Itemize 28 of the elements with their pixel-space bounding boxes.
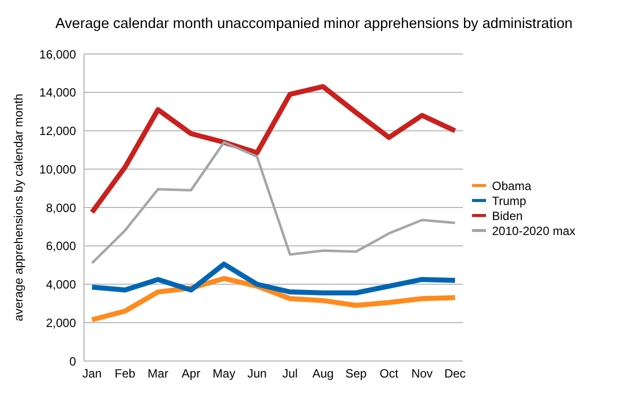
- legend-label: 2010-2020 max: [492, 224, 576, 238]
- y-tick-label: 6,000: [46, 239, 76, 254]
- x-tick-label: Feb: [114, 366, 136, 381]
- x-tick-label: Jun: [247, 366, 267, 381]
- x-tick-label: Jul: [282, 366, 298, 381]
- y-tick-label: 2,000: [46, 316, 76, 330]
- legend-label: Obama: [492, 178, 532, 192]
- y-tick-label: 0: [69, 354, 76, 368]
- y-axis-title: average apprehensions by calendar month: [11, 94, 26, 322]
- y-tick-label: 4,000: [46, 278, 76, 292]
- x-tick-label: Dec: [444, 366, 466, 381]
- y-tick-label: 14,000: [39, 86, 76, 100]
- x-tick-label: Sep: [345, 366, 367, 381]
- y-tick-label: 8,000: [46, 200, 76, 215]
- x-tick-label: Oct: [380, 366, 399, 381]
- x-tick-label: Jan: [82, 366, 102, 381]
- y-tick-label: 16,000: [39, 47, 76, 62]
- y-tick-label: 10,000: [39, 162, 76, 176]
- y-tick-label: 12,000: [39, 124, 76, 138]
- x-tick-label: Nov: [411, 366, 433, 381]
- chart-title: Average calendar month unaccompanied minor apprehensions by administration: [54, 16, 574, 32]
- x-tick-label: Aug: [312, 366, 334, 381]
- x-tick-label: Apr: [182, 366, 200, 381]
- legend-label: Biden: [492, 208, 523, 222]
- legend-label: Trump: [492, 194, 526, 208]
- line-series: [90, 141, 456, 264]
- x-tick-label: May: [212, 366, 236, 381]
- x-tick-label: Mar: [148, 366, 168, 381]
